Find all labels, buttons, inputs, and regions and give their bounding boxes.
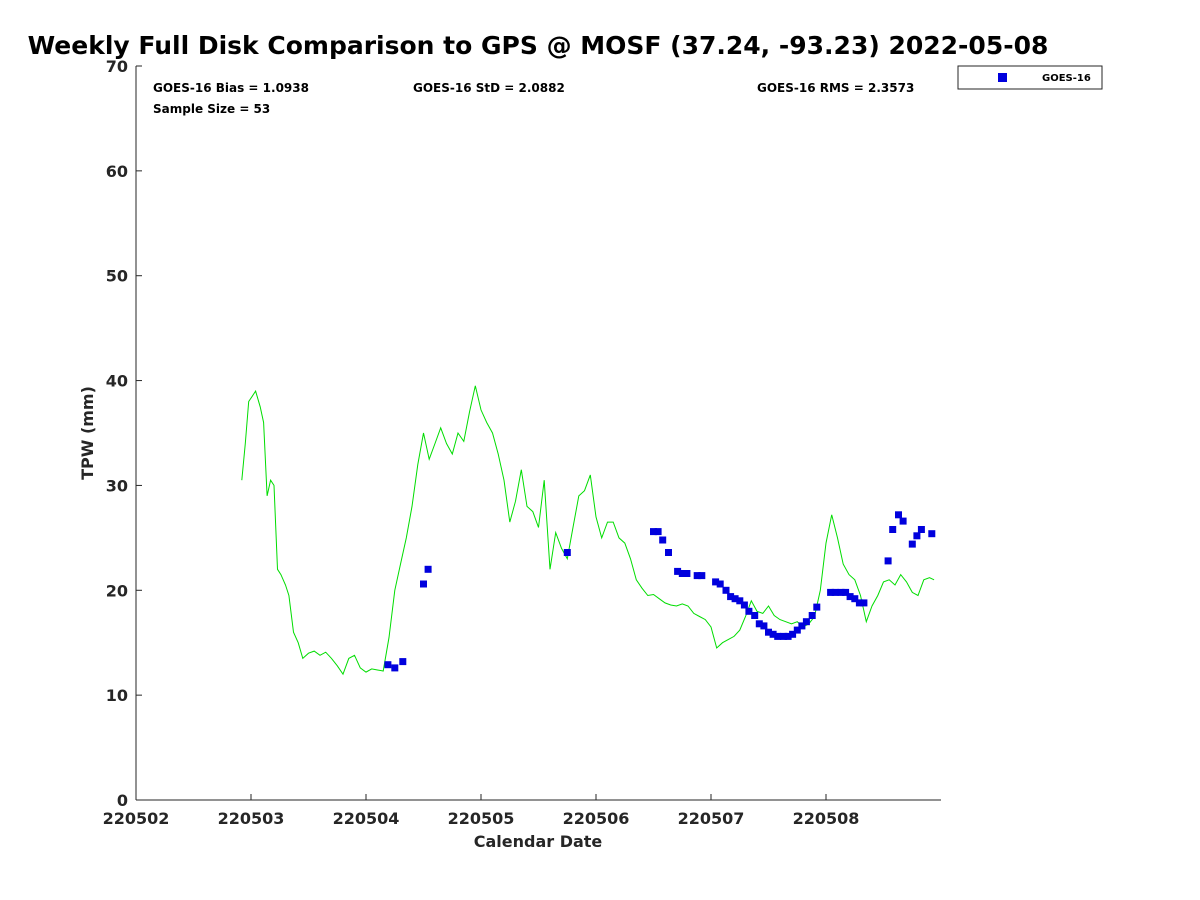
x-tick-label: 220502 [103, 809, 170, 828]
gps-series [241, 385, 935, 676]
goes16-point [837, 588, 845, 596]
goes16-point [813, 603, 821, 611]
goes16-point [789, 630, 797, 638]
y-tick-label: 70 [106, 57, 128, 76]
x-axis-label: Calendar Date [474, 832, 603, 851]
legend-label-goes16: GOES-16 [1042, 73, 1091, 84]
goes16-point [827, 588, 835, 596]
goes16-point [678, 570, 686, 577]
goes16-point [693, 572, 701, 580]
x-tick-label: 220505 [448, 809, 515, 828]
x-tick-label: 220504 [333, 809, 400, 828]
goes16-point [808, 612, 816, 619]
y-tick-label: 0 [117, 791, 128, 810]
goes16-point [674, 567, 682, 575]
goes16-point [928, 530, 936, 538]
goes16-point [798, 622, 806, 630]
y-ticks: 0 10 20 30 40 50 60 70 [106, 57, 142, 810]
x-tick-label: 220507 [678, 809, 745, 828]
goes16-point [736, 597, 744, 605]
goes16-point [731, 595, 739, 603]
goes16-point [384, 661, 392, 669]
goes16-point [889, 526, 897, 533]
goes16-series [384, 511, 936, 672]
y-tick-label: 30 [106, 476, 128, 495]
goes16-point [716, 580, 724, 588]
goes16-point [769, 630, 777, 638]
x-tick-label: 220506 [563, 809, 630, 828]
goes16-point [831, 588, 839, 596]
x-tick-label: 220508 [793, 809, 860, 828]
goes16-point [760, 622, 768, 630]
y-tick-label: 10 [106, 686, 128, 705]
y-tick-label: 40 [106, 372, 128, 391]
goes16-point [842, 588, 850, 596]
goes16-point [846, 593, 854, 601]
plot-area: 0 10 20 30 40 50 60 70 220502 220503 220504 220505… [103, 57, 941, 828]
goes16-point [917, 526, 925, 533]
goes16-point [855, 599, 863, 607]
goes16-point [793, 626, 801, 634]
bias-stat: GOES-16 Bias = 1.0938 [153, 81, 309, 95]
goes16-point [751, 612, 759, 619]
goes16-point [659, 536, 667, 544]
goes16-point [851, 595, 859, 603]
goes16-point [765, 628, 772, 636]
goes16-point [650, 528, 657, 536]
goes16-point [780, 632, 787, 640]
goes16-point [399, 658, 407, 666]
y-axis-label: TPW (mm) [78, 386, 97, 480]
goes16-point [420, 580, 427, 588]
goes16-point [698, 572, 706, 580]
goes16-point [755, 620, 763, 628]
y-tick-label: 60 [106, 162, 128, 181]
goes16-point [774, 632, 782, 640]
y-tick-label: 20 [106, 581, 128, 600]
goes16-point [895, 511, 902, 519]
sample-size-stat: Sample Size = 53 [153, 102, 270, 116]
goes16-point [391, 664, 399, 672]
legend-box [957, 65, 1103, 90]
goes16-point [683, 570, 691, 577]
goes16-point [424, 565, 432, 573]
goes16-point [913, 532, 921, 540]
goes16-point [722, 586, 730, 594]
goes16-point [712, 578, 720, 586]
y-tick-label: 50 [106, 267, 128, 286]
goes16-point [745, 607, 753, 615]
goes16-point [784, 632, 792, 640]
goes16-point [899, 517, 907, 525]
goes16-point [563, 549, 571, 556]
std-stat: GOES-16 StD = 2.0882 [413, 81, 565, 95]
goes16-point [654, 528, 662, 536]
x-ticks: 220502 220503 220504 220505 220506 220507 2205… [103, 794, 860, 828]
rms-stat: GOES-16 RMS = 2.3573 [757, 81, 914, 95]
legend-marker-goes16 [998, 73, 1007, 82]
goes16-point [802, 618, 810, 626]
goes16-point [908, 540, 916, 548]
goes16-point [665, 549, 672, 556]
chart-title: Weekly Full Disk Comparison to GPS @ MOS… [28, 31, 1049, 60]
x-tick-label: 220503 [218, 809, 285, 828]
goes16-point [860, 599, 868, 607]
legend: GOES-16 [957, 65, 1103, 90]
goes16-point [884, 557, 892, 565]
goes16-point [727, 593, 735, 601]
goes16-point [740, 601, 748, 609]
gps-line [241, 385, 935, 676]
